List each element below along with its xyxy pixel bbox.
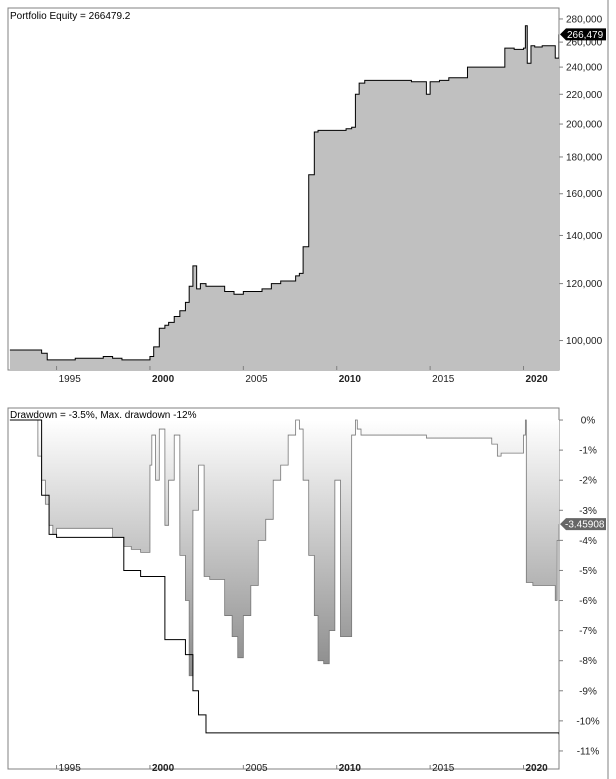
- drawdown-y-tick-label: -1%: [579, 446, 597, 457]
- drawdown-x-tick-label: 2000: [152, 763, 175, 774]
- drawdown-y-tick-label: 0%: [581, 416, 596, 427]
- equity-y-tick-label: 200,000: [566, 120, 603, 131]
- drawdown-x-tick-label: 2015: [432, 763, 455, 774]
- equity-y-tick-label: 240,000: [566, 63, 603, 74]
- drawdown-last-value-label: -3.45908: [565, 520, 605, 531]
- drawdown-y-tick-label: -3%: [579, 506, 597, 517]
- equity-y-tick-label: 100,000: [566, 336, 603, 347]
- equity-x-tick-label: 2020: [526, 374, 549, 385]
- drawdown-x-tick-label: 2010: [339, 763, 362, 774]
- equity-x-tick-label: 2000: [152, 374, 175, 385]
- equity-x-tick-label: 2015: [432, 374, 455, 385]
- equity-last-value-tag: [560, 28, 606, 41]
- drawdown-y-tick-label: -8%: [579, 656, 597, 667]
- drawdown-y-tick-label: -6%: [579, 596, 597, 607]
- drawdown-line: [9, 419, 559, 677]
- equity-panel: 100,000 120,000 140,000 160,000 180,000 200,0…: [7, 7, 606, 385]
- drawdown-x-tick-label: 2005: [245, 763, 268, 774]
- max-drawdown-line: [9, 419, 559, 735]
- equity-x-tick-label: 2005: [245, 374, 268, 385]
- equity-y-tick-label: 120,000: [566, 279, 603, 290]
- drawdown-y-tick-label: -5%: [579, 566, 597, 577]
- drawdown-y-tick-label: -7%: [579, 626, 597, 637]
- drawdown-y-tick-label: -2%: [579, 476, 597, 487]
- drawdown-x-tick-label: 2020: [526, 763, 549, 774]
- drawdown-last-value-tag: [560, 518, 606, 531]
- equity-y-tick-label: 140,000: [566, 231, 603, 242]
- drawdown-y-tick-label: -10%: [576, 716, 599, 727]
- equity-y-tick-label: 280,000: [566, 14, 603, 25]
- equity-x-tick-label: 2010: [339, 374, 362, 385]
- equity-area: [9, 25, 559, 370]
- drawdown-area: [9, 420, 559, 676]
- equity-x-tick-label: 1995: [59, 374, 82, 385]
- drawdown-y-tick-label: -11%: [577, 746, 600, 757]
- drawdown-y-tick-label: -4%: [579, 536, 597, 547]
- equity-y-tick-label: 260,000: [566, 38, 603, 49]
- equity-line: [9, 25, 559, 361]
- drawdown-chart-title: Drawdown = -3.5%, Max. drawdown -12%: [10, 410, 197, 421]
- equity-y-tick-label: 220,000: [566, 90, 603, 101]
- equity-y-tick-label: 160,000: [566, 189, 603, 200]
- drawdown-x-tick-label: 1995: [59, 763, 82, 774]
- equity-y-tick-label: 180,000: [566, 152, 603, 163]
- equity-last-value-label: 266,479: [567, 30, 604, 41]
- drawdown-panel: 0% -1% -2% -3% -4% -5% -6% -7% -8% -9% -10% -11% 19…: [7, 407, 606, 774]
- drawdown-y-tick-label: -9%: [579, 686, 597, 697]
- equity-chart-title: Portfolio Equity = 266479.2: [10, 11, 131, 22]
